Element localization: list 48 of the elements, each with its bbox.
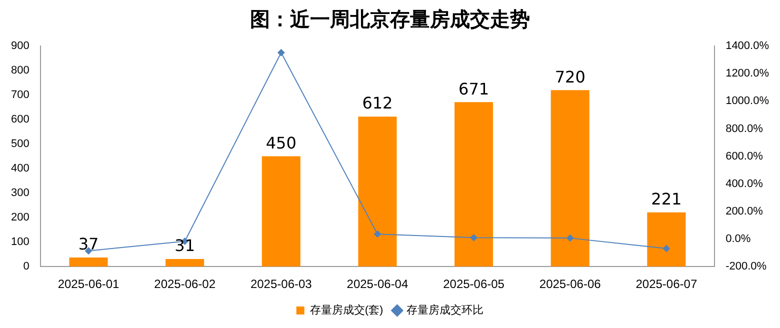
x-tick-label: 2025-06-06 xyxy=(539,277,602,292)
x-tick-label: 2025-06-02 xyxy=(154,277,216,292)
chart-title: 图：近一周北京存量房成交走势 xyxy=(249,6,531,33)
y-tick-label: 600 xyxy=(10,114,30,126)
y2-tick-label: 1200.0% xyxy=(726,68,770,80)
y2-tick-label: 400.0% xyxy=(726,178,764,190)
y2-tick-label: 200.0% xyxy=(726,205,764,218)
data-label: 221 xyxy=(651,190,682,209)
bar xyxy=(550,90,590,267)
point xyxy=(470,234,478,242)
y-tick-label: 100 xyxy=(10,236,30,248)
data-label: 31 xyxy=(174,236,196,256)
bar xyxy=(69,258,108,267)
y2-tick-label: 0.0% xyxy=(726,233,751,246)
x-tick-label: 2025-06-03 xyxy=(250,277,312,292)
x-tick-label: 2025-06-01 xyxy=(58,277,120,292)
y-tick-label: 200 xyxy=(10,212,30,224)
x-tick-label: 2025-06-07 xyxy=(636,277,698,292)
bar xyxy=(358,116,397,267)
y-tick-label: 400 xyxy=(10,162,30,175)
y2-tick-label: 600.0% xyxy=(726,150,764,162)
point xyxy=(566,234,574,242)
x-tick-label: 2025-06-05 xyxy=(443,277,505,292)
y2-tick-label: -200.0% xyxy=(726,260,767,273)
point xyxy=(662,245,670,252)
y-tick-label: 500 xyxy=(10,138,30,150)
y-tick-label: 0 xyxy=(23,260,30,273)
y-tick-label: 800 xyxy=(10,64,30,77)
bar xyxy=(262,156,300,267)
y-tick-label: 900 xyxy=(10,40,30,52)
bar xyxy=(647,212,686,267)
point xyxy=(278,49,285,56)
data-label: 720 xyxy=(554,67,586,86)
y2-tick-label: 1000.0% xyxy=(726,95,770,108)
x-tick-label: 2025-06-04 xyxy=(346,277,408,292)
data-label: 450 xyxy=(266,133,296,152)
y2-tick-label: 800.0% xyxy=(726,122,764,135)
data-label: 612 xyxy=(362,94,393,113)
data-label: 671 xyxy=(458,79,490,98)
y-tick-label: 700 xyxy=(10,89,30,102)
legend-label: 存量房成交环比 xyxy=(406,304,484,317)
bar xyxy=(166,259,204,267)
y-tick-label: 300 xyxy=(10,187,30,200)
data-label: 37 xyxy=(78,234,99,254)
point xyxy=(374,230,381,238)
bar xyxy=(454,102,494,267)
y2-tick-label: 1400.0% xyxy=(726,40,770,52)
legend-label: 存量房成交(套) xyxy=(310,304,384,317)
